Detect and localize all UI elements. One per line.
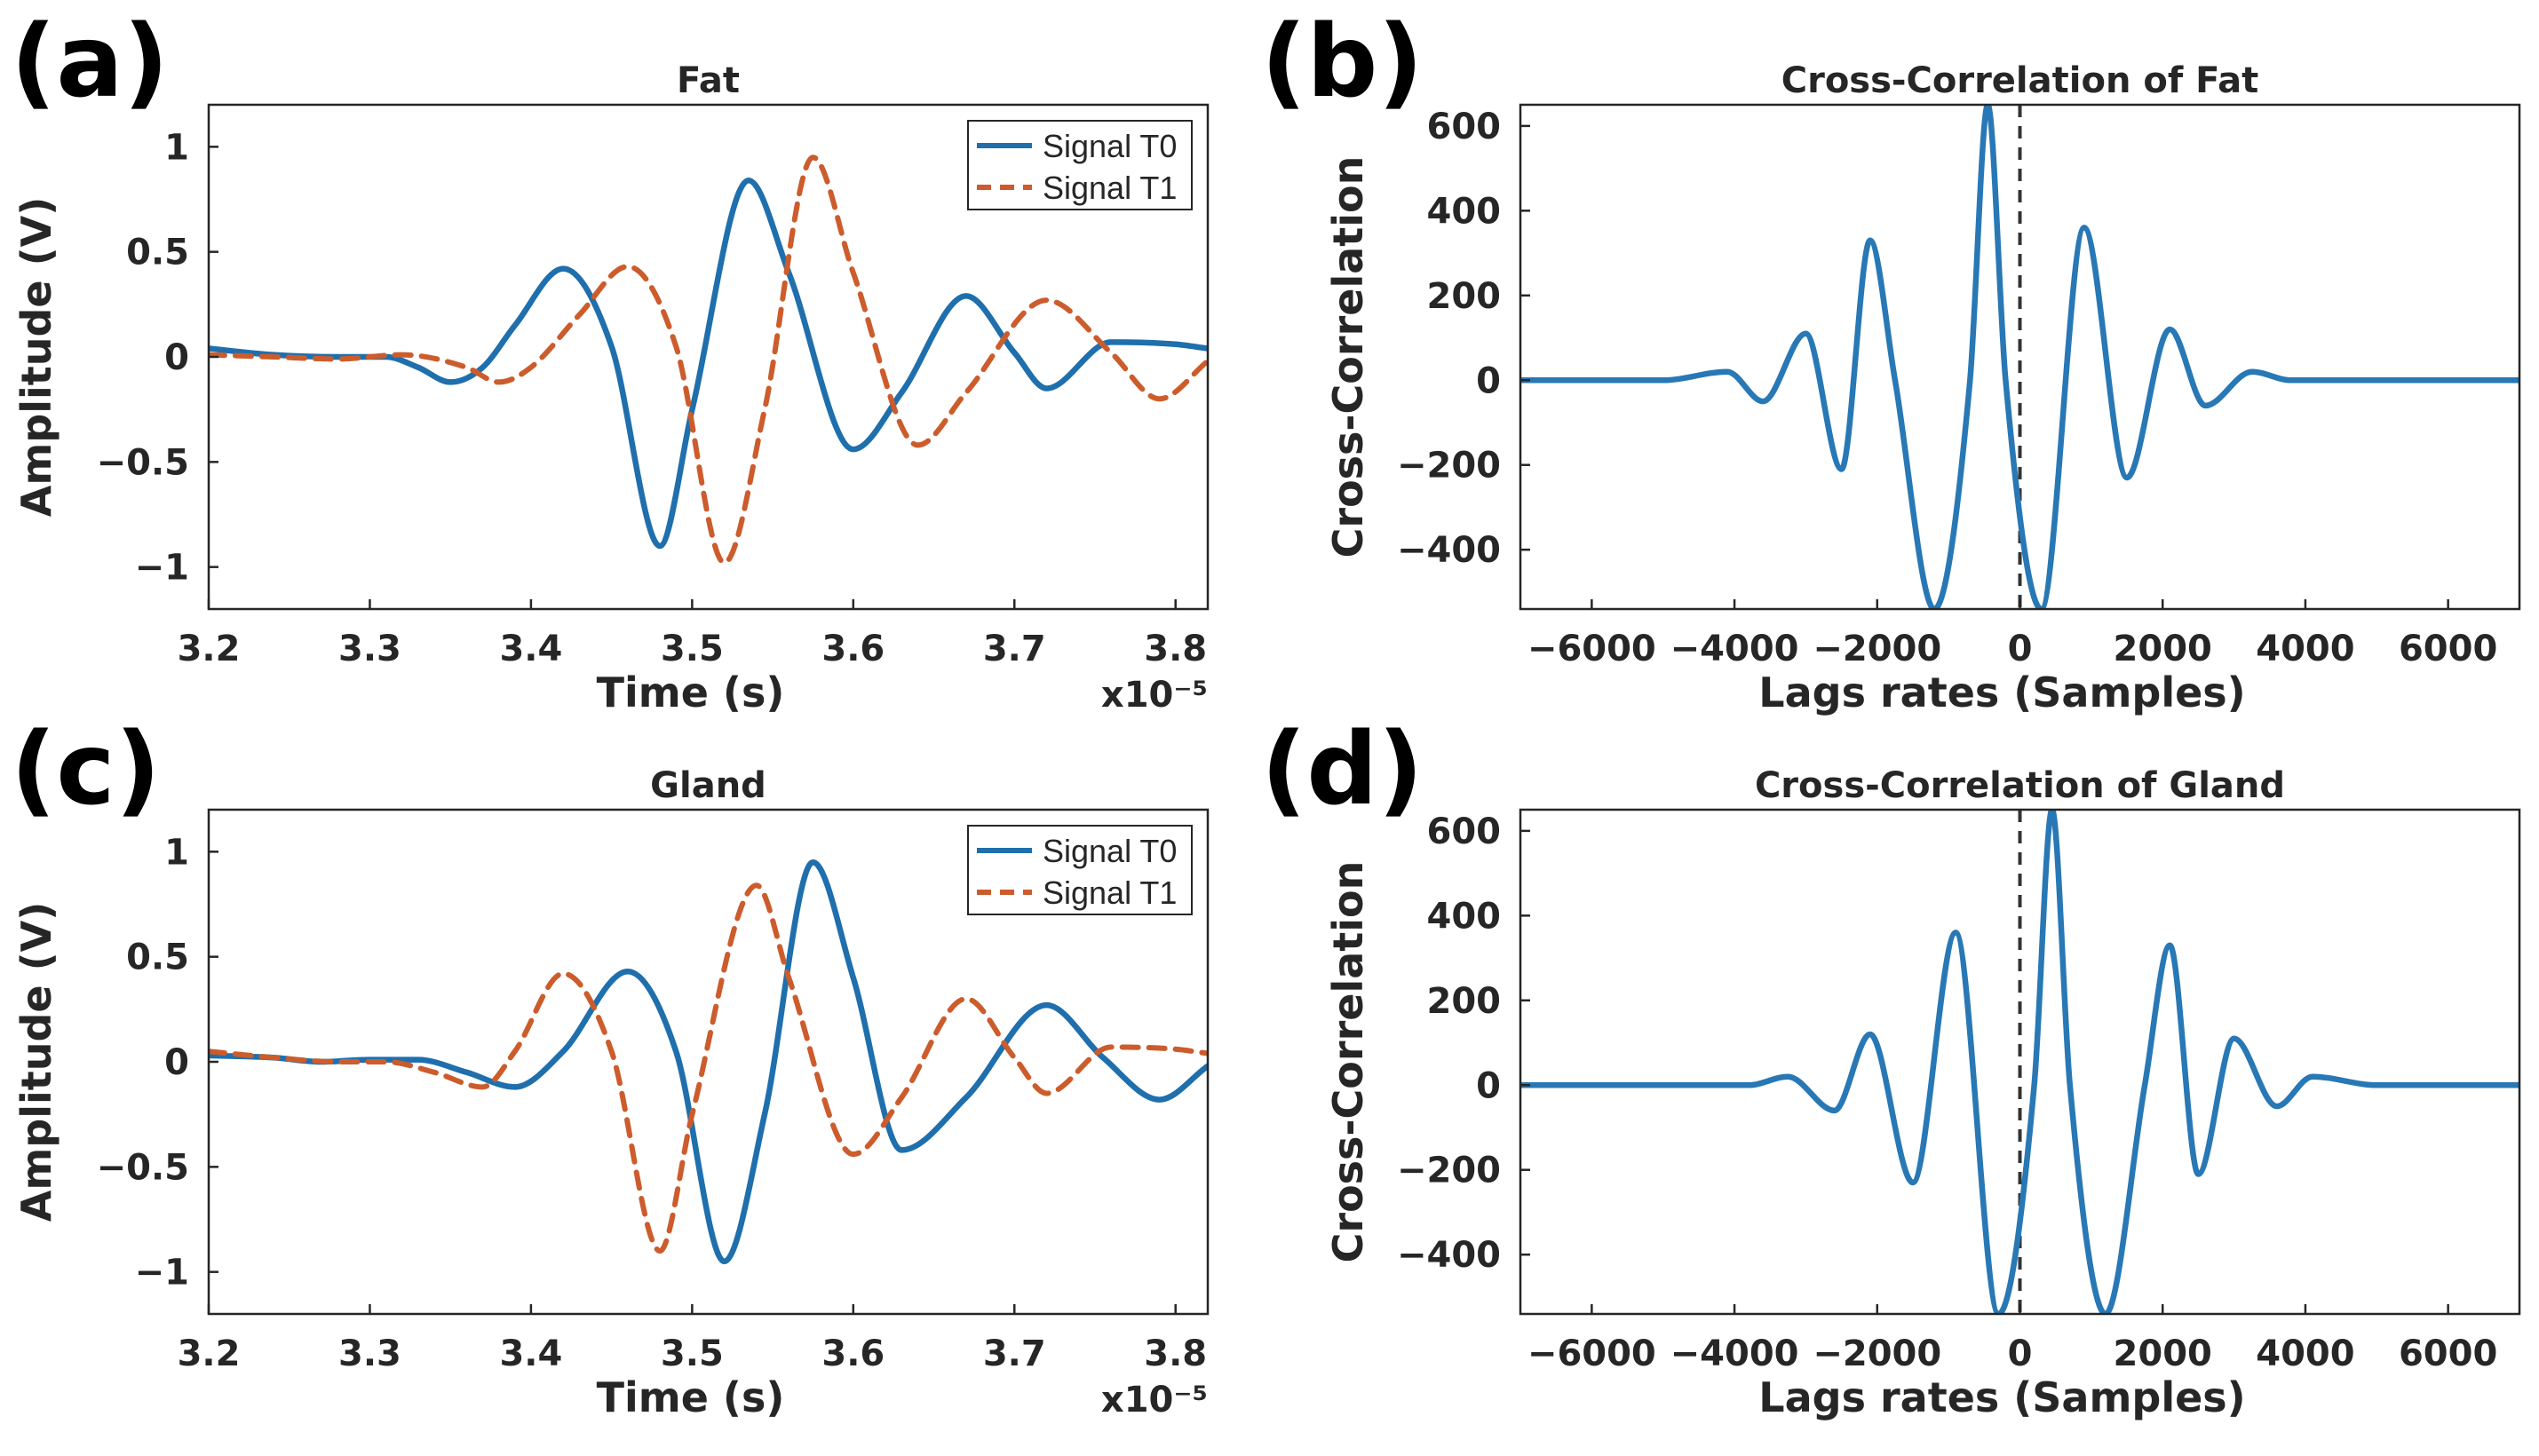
x-tick-label: −2000 [1813,1333,1941,1374]
panel-label: (a) [11,4,169,120]
x-tick-label: 3.7 [983,1333,1046,1374]
x-tick-label: 3.5 [661,629,724,669]
x-axis-label: Time (s) [597,669,785,716]
y-tick-label: −200 [1397,1151,1501,1191]
legend-box [967,825,1193,915]
x-tick-label: 4000 [2256,629,2354,669]
plot-area [1520,105,2519,609]
y-axis-label: Amplitude (V) [12,902,60,1223]
x-tick-label: 3.2 [178,629,241,669]
panel-a: (a) Fat 3.2 3.3 3.4 3.5 3.6 3.7 3.8 −1 −0.5 0 0.5 1 Ti… [11,4,1210,716]
y-axis-label: Amplitude (V) [12,197,60,518]
x-tick-label: 6000 [2399,629,2497,669]
x-tick-label: 3.6 [821,629,885,669]
y-tick-label: −0.5 [97,1147,189,1188]
chart-title: Cross-Correlation of Gland [1755,765,2285,806]
plot-area [209,859,1208,1265]
series-line-1 [209,177,1208,550]
x-axis-label: Lags rates (Samples) [1758,669,2245,716]
plot-area [1520,810,2519,1314]
plot-area [209,154,1208,566]
series-line-2 [209,154,1208,566]
y-tick-label: 600 [1427,811,1502,852]
chart-title: Cross-Correlation of Fat [1781,60,2259,101]
y-tick-label: −0.5 [97,442,189,483]
y-tick-label: 1 [164,832,189,873]
y-tick-label: −1 [135,548,189,589]
panel-label: (c) [11,712,161,827]
legend-box [967,120,1193,210]
x-tick-label: 3.3 [338,629,401,669]
x-tick-label: 3.4 [499,629,562,669]
panel-label: (b) [1261,4,1424,120]
x-exponent-label: x10⁻⁵ [1101,1380,1208,1420]
y-tick-label: −200 [1397,446,1501,487]
panel-d: (d) Cross-Correlation of Gland−6000 −4000−… [1261,712,2521,1421]
series-line-1 [209,859,1208,1265]
y-tick-label: 1 [164,127,189,168]
legend-entry: Signal T1 [1043,874,1177,911]
x-exponent-label: x10⁻⁵ [1101,675,1208,716]
y-tick-label: 200 [1427,981,1502,1022]
x-tick-label: 3.8 [1144,629,1207,669]
panel-c: (c) Gland 3.2 3.3 3.4 3.5 3.6 3.7 3.8 −1 −0.5 0 0.5 1… [11,712,1210,1421]
x-tick-label: −6000 [1527,1333,1656,1374]
x-tick-label: 0 [2008,1333,2033,1374]
x-tick-label: −2000 [1813,629,1941,669]
y-tick-label: 0.5 [126,938,189,978]
axes-frame [207,103,1210,611]
y-tick-label: 400 [1427,896,1502,937]
y-tick-label: 200 [1427,276,1502,317]
y-tick-label: −400 [1397,530,1501,571]
x-tick-label: −6000 [1527,629,1656,669]
legend: Signal T0 Signal T1 [967,825,1193,915]
series-line-1 [1520,810,2519,1314]
chart-title: Fat [677,60,740,101]
legend-entry: Signal T0 [1043,833,1177,869]
x-tick-label: 3.8 [1144,1333,1207,1374]
x-tick-label: 3.6 [821,1333,885,1374]
panel-b: (b) Cross-Correlation of Fat−6000 −4000 −20… [1261,4,2521,716]
legend: Signal T0 Signal T1 [967,120,1193,210]
chart-title: Gland [650,765,766,806]
y-tick-label: 0 [164,1042,189,1083]
y-tick-label: 0 [164,337,189,378]
y-tick-label: −400 [1397,1235,1501,1276]
x-tick-label: 2000 [2114,1333,2212,1374]
legend-entry: Signal T1 [1043,170,1177,206]
axes-frame [1519,808,2521,1316]
x-tick-label: 2000 [2114,629,2212,669]
y-tick-label: 400 [1427,191,1502,232]
x-tick-label: 4000 [2256,1333,2354,1374]
axes-frame [207,808,1210,1316]
x-tick-label: 3.2 [178,1333,241,1374]
x-axis-label: Time (s) [597,1373,785,1421]
y-tick-label: 0 [1476,1065,1501,1106]
axes-frame [1519,103,2521,611]
x-tick-label: 3.4 [499,1333,562,1374]
x-tick-label: 3.5 [661,1333,724,1374]
x-tick-label: 0 [2008,629,2033,669]
y-axis-label: Cross-Correlation [1324,861,1372,1263]
panel-label: (d) [1261,712,1424,827]
x-tick-label: 3.3 [338,1333,401,1374]
x-tick-label: −4000 [1670,1333,1799,1374]
y-axis-label: Cross-Correlation [1324,156,1372,558]
y-tick-label: 0 [1476,360,1501,401]
y-tick-label: 600 [1427,107,1502,147]
y-tick-label: −1 [135,1253,189,1294]
x-tick-label: 3.7 [983,629,1046,669]
x-tick-label: 6000 [2399,1333,2497,1374]
series-line-1 [1520,105,2519,609]
y-tick-label: 0.5 [126,233,189,273]
x-axis-label: Lags rates (Samples) [1758,1373,2245,1421]
legend-entry: Signal T0 [1043,128,1177,164]
series-line-2 [209,882,1208,1254]
x-tick-label: −4000 [1670,629,1799,669]
